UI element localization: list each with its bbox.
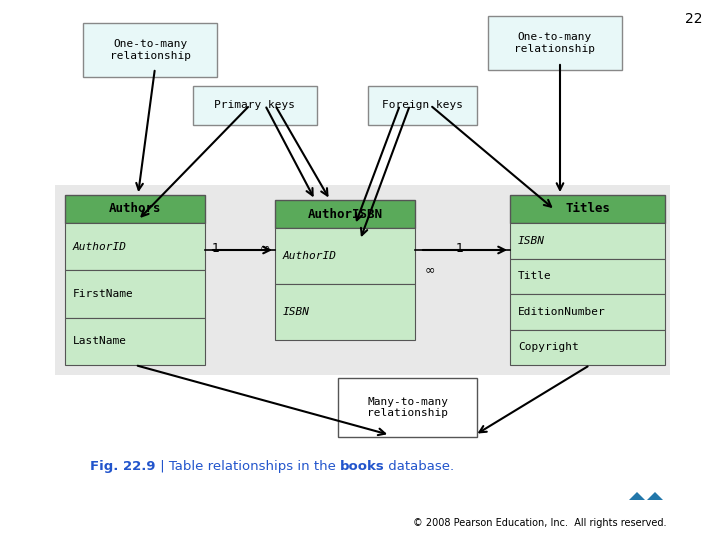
Text: One-to-many
relationship: One-to-many relationship <box>515 32 595 54</box>
Text: Title: Title <box>518 271 552 281</box>
Text: 22: 22 <box>685 12 703 26</box>
Text: Many-to-many
relationship: Many-to-many relationship <box>367 397 448 418</box>
FancyBboxPatch shape <box>338 378 477 437</box>
Text: Foreign keys: Foreign keys <box>382 100 463 111</box>
Bar <box>510 195 665 223</box>
Bar <box>55 185 670 375</box>
Bar <box>65 318 205 365</box>
Text: LastName: LastName <box>73 336 127 346</box>
Text: database.: database. <box>384 460 454 473</box>
FancyBboxPatch shape <box>83 23 217 77</box>
Text: ∞: ∞ <box>425 264 435 276</box>
Bar <box>275 284 415 340</box>
Text: Authors: Authors <box>109 202 161 215</box>
Polygon shape <box>629 492 645 500</box>
Bar <box>275 200 415 228</box>
Text: © 2008 Pearson Education, Inc.  All rights reserved.: © 2008 Pearson Education, Inc. All right… <box>413 518 667 528</box>
FancyBboxPatch shape <box>368 86 477 125</box>
Bar <box>275 228 415 284</box>
Bar <box>510 259 665 294</box>
Bar <box>65 271 205 318</box>
Bar <box>510 223 665 259</box>
Text: AuthorISBN: AuthorISBN <box>307 207 382 220</box>
Text: Copyright: Copyright <box>518 342 579 352</box>
Text: 1: 1 <box>212 241 220 254</box>
Text: AuthorID: AuthorID <box>73 242 127 252</box>
Text: FirstName: FirstName <box>73 289 134 299</box>
Text: AuthorID: AuthorID <box>283 251 337 261</box>
Text: ISBN: ISBN <box>518 236 545 246</box>
Bar <box>510 294 665 329</box>
Text: ISBN: ISBN <box>283 307 310 317</box>
Polygon shape <box>647 492 663 500</box>
Bar <box>65 195 205 223</box>
Text: Fig. 22.9: Fig. 22.9 <box>90 460 156 473</box>
Text: Primary keys: Primary keys <box>215 100 295 111</box>
Bar <box>65 223 205 271</box>
Text: books: books <box>340 460 384 473</box>
Text: 1: 1 <box>456 241 464 254</box>
Bar <box>510 329 665 365</box>
FancyBboxPatch shape <box>488 16 622 70</box>
Text: ∞: ∞ <box>260 241 270 254</box>
Text: | Table relationships in the: | Table relationships in the <box>156 460 340 473</box>
Text: Titles: Titles <box>565 202 610 215</box>
Text: EditionNumber: EditionNumber <box>518 307 606 317</box>
Text: One-to-many
relationship: One-to-many relationship <box>109 39 191 61</box>
FancyBboxPatch shape <box>193 86 317 125</box>
